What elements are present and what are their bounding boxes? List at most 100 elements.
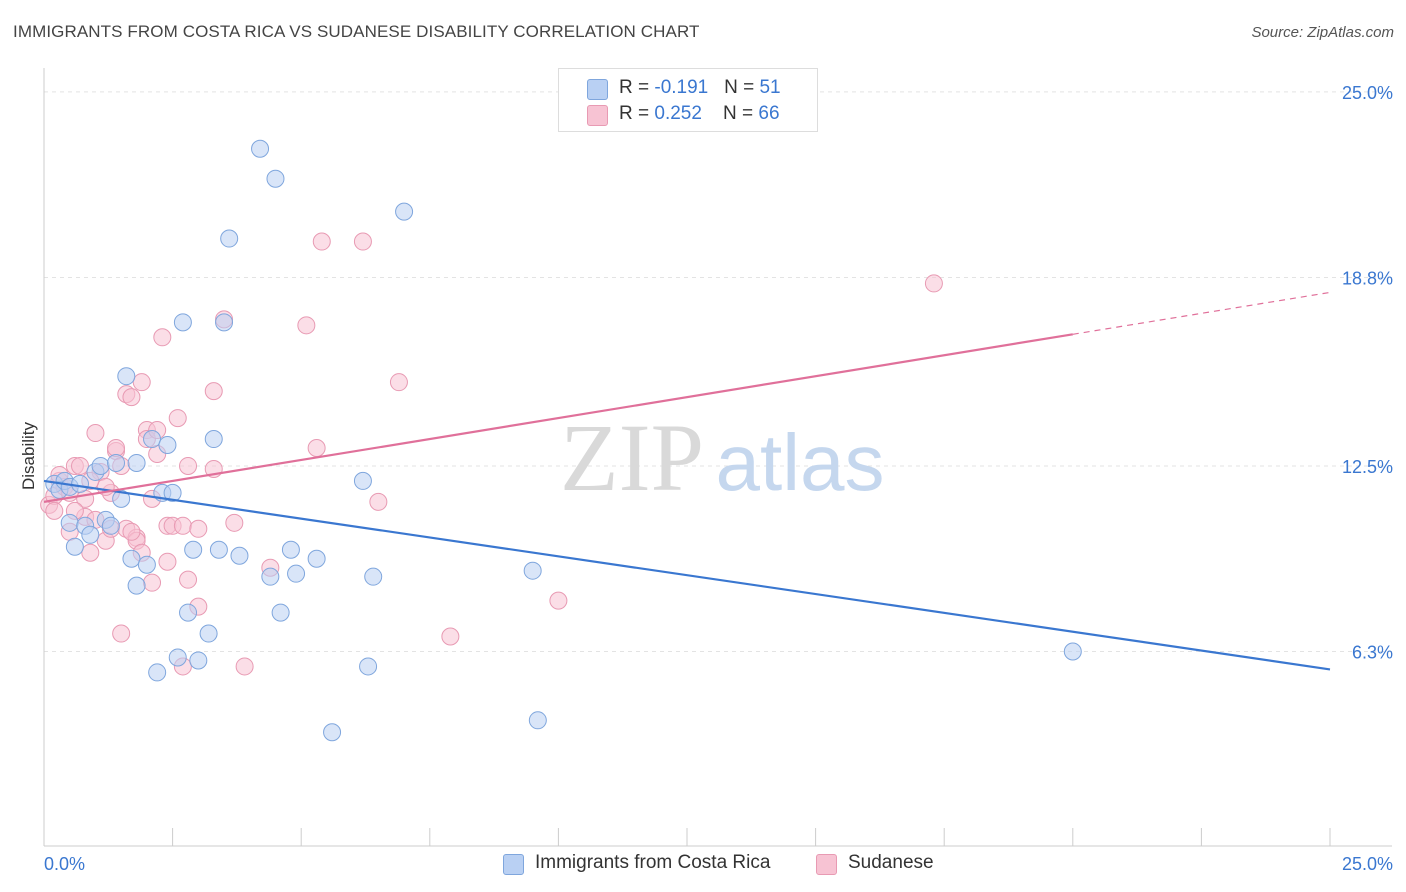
costa-rica-point: [137, 555, 156, 574]
costa-rica-point: [168, 648, 187, 667]
sudanese-point: [924, 274, 943, 293]
legend-n-label: N =: [724, 77, 760, 98]
costa-rica-point: [101, 516, 120, 535]
sudanese-point: [189, 519, 208, 538]
axes: [43, 68, 1392, 847]
y-axis-label: Disability: [19, 421, 38, 490]
y-tick-labels: 6.3% 12.5% 18.8% 25.0%: [1342, 83, 1393, 663]
sudanese-point: [179, 456, 198, 475]
costa-rica-point: [184, 540, 203, 559]
legend-swatch-blue: [503, 854, 524, 875]
y-tick-label: 25.0%: [1342, 83, 1393, 103]
costa-rica-point: [179, 603, 198, 622]
costa-rica-point: [81, 525, 100, 544]
legend-label: Sudanese: [848, 852, 934, 873]
costa-rica-point: [307, 549, 326, 568]
sudanese-point: [158, 552, 177, 571]
sudanese-point: [353, 232, 372, 251]
correlation-legend: R = -0.191 N = 51 R = 0.252 N = 66: [558, 68, 818, 132]
costa-rica-point: [173, 313, 192, 332]
costa-rica-point: [266, 169, 285, 188]
costa-rica-point: [1063, 642, 1082, 661]
y-tick-label: 6.3%: [1352, 642, 1393, 662]
costa-rica-point: [220, 229, 239, 248]
legend-swatch-pink: [587, 105, 608, 126]
sudanese-point: [441, 627, 460, 646]
costa-rica-point: [281, 540, 300, 559]
costa-rica-point: [122, 549, 141, 568]
costa-rica-point: [143, 430, 162, 449]
sudanese-point: [307, 439, 326, 458]
legend-n-value: 66: [758, 103, 780, 124]
costa-rica-point: [528, 711, 547, 730]
costa-rica-point: [287, 564, 306, 583]
sudanese-point: [86, 424, 105, 443]
costa-rica-point: [204, 430, 223, 449]
costa-rica-point: [127, 576, 146, 595]
costa-rica-points: [45, 139, 1082, 742]
sudanese-point: [235, 657, 254, 676]
sudanese-point: [112, 624, 131, 643]
sudanese-trend-line: [43, 333, 1073, 503]
costa-rica-point: [359, 657, 378, 676]
costa-rica-point: [189, 651, 208, 670]
grid-lines: [44, 91, 1392, 652]
costa-rica-point: [158, 436, 177, 455]
sudanese-point: [132, 373, 151, 392]
costa-rica-point: [261, 567, 280, 586]
costa-rica-point: [148, 663, 167, 682]
sudanese-point: [173, 516, 192, 535]
costa-rica-point: [395, 202, 414, 221]
source-label: Source: ZipAtlas.com: [1251, 24, 1394, 41]
costa-rica-point: [91, 456, 110, 475]
legend-n-value: 51: [759, 77, 781, 98]
legend-r-label: R =: [619, 77, 655, 98]
sudanese-point: [389, 373, 408, 392]
costa-rica-point: [60, 513, 79, 532]
x-tick-labels: 0.0% 25.0%: [44, 854, 1393, 874]
legend-r-value: -0.191: [654, 77, 709, 98]
sudanese-point: [122, 522, 141, 541]
y-tick-label: 12.5%: [1342, 457, 1393, 477]
sudanese-point: [297, 316, 316, 335]
sudanese-point: [225, 513, 244, 532]
costa-rica-point: [209, 540, 228, 559]
sudanese-point: [168, 409, 187, 428]
legend-r-value: 0.252: [654, 103, 702, 124]
costa-rica-point: [215, 313, 234, 332]
trend-lines: [43, 291, 1331, 671]
sudanese-point: [153, 328, 172, 347]
x-tick-label: 0.0%: [44, 854, 85, 874]
costa-rica-point: [323, 723, 342, 742]
watermark-zip: ZIP: [560, 404, 704, 511]
costa-rica-point: [523, 561, 542, 580]
costa-rica-point: [199, 624, 218, 643]
legend-n-label: N =: [723, 103, 759, 124]
watermark-atlas: atlas: [716, 418, 885, 507]
costa-rica-point: [251, 139, 270, 158]
costa-rica-point: [353, 471, 372, 490]
costa-rica-point: [271, 603, 290, 622]
costa-rica-point: [163, 483, 182, 502]
costa-rica-point: [71, 474, 90, 493]
sudanese-point: [369, 492, 388, 511]
sudanese-point: [45, 501, 64, 520]
costa-rica-point: [127, 453, 146, 472]
x-tick-label: 25.0%: [1342, 854, 1393, 874]
sudanese-point: [143, 573, 162, 592]
legend-r-label: R =: [619, 103, 655, 124]
sudanese-point: [179, 570, 198, 589]
costa-rica-trend-line: [43, 479, 1331, 671]
costa-rica-point: [107, 453, 126, 472]
legend-label: Immigrants from Costa Rica: [535, 852, 771, 873]
sudanese-point: [107, 439, 126, 458]
sudanese-trend-line-extension: [1072, 291, 1331, 335]
sudanese-point: [122, 388, 141, 407]
watermark: ZIP atlas: [560, 404, 884, 511]
costa-rica-point: [117, 367, 136, 386]
sudanese-point: [549, 591, 568, 610]
y-tick-label: 18.8%: [1342, 268, 1393, 288]
sudanese-point: [312, 232, 331, 251]
chart-title: IMMIGRANTS FROM COSTA RICA VS SUDANESE D…: [13, 22, 700, 41]
